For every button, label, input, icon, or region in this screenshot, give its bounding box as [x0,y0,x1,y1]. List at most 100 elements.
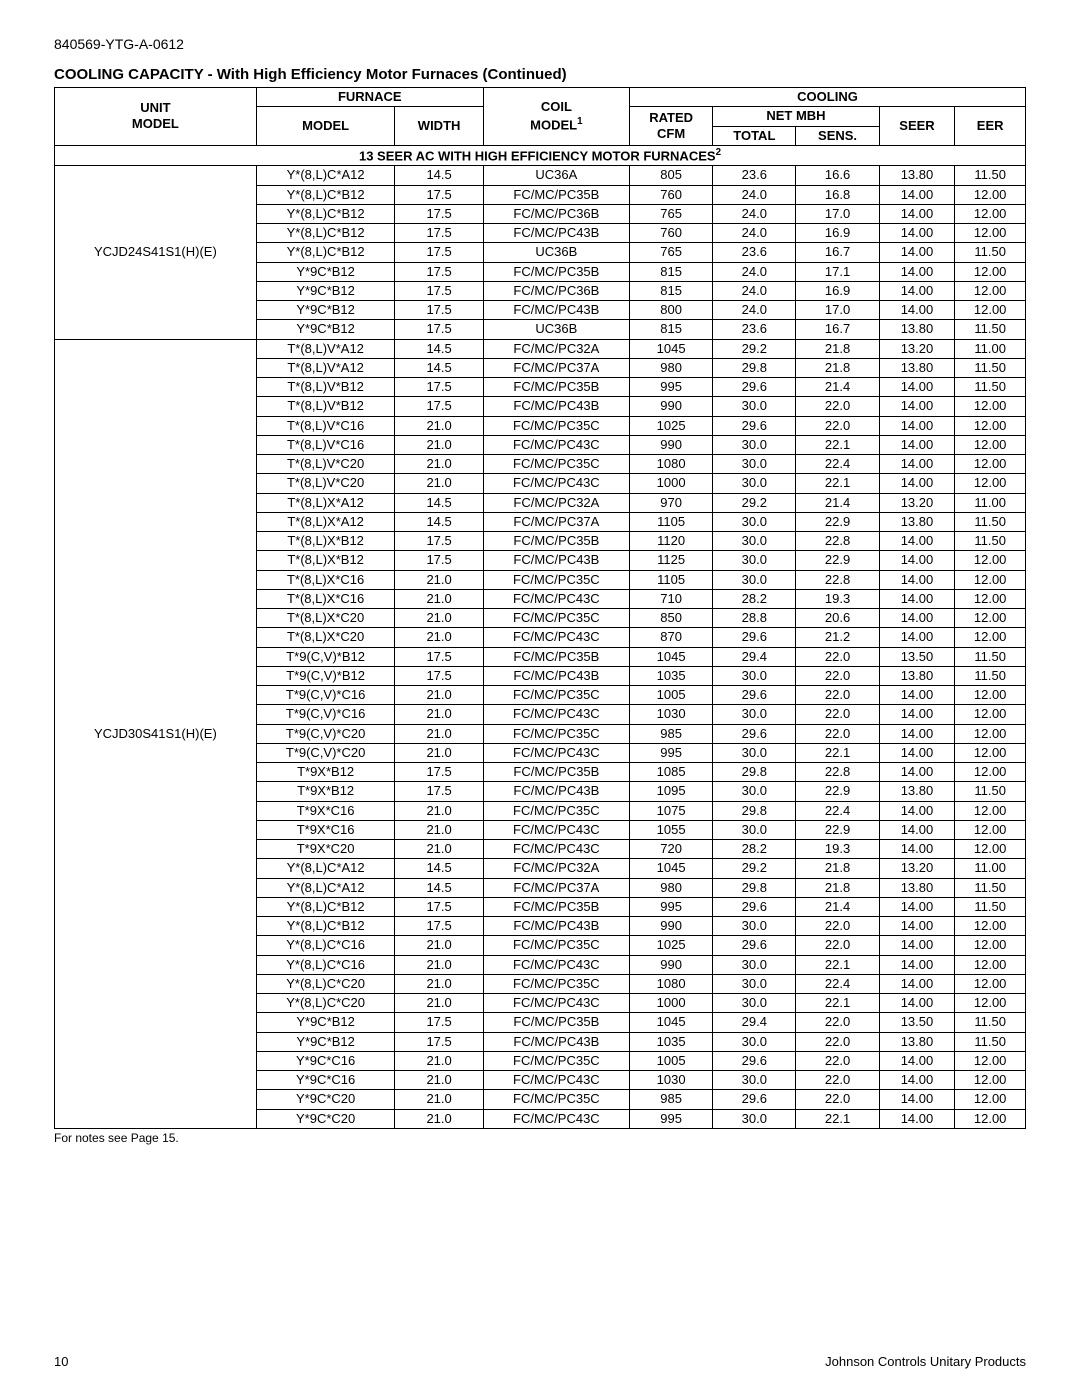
data-cell: 28.2 [713,589,796,608]
data-cell: 29.6 [713,378,796,397]
data-cell: 995 [630,897,713,916]
data-cell: 1105 [630,512,713,531]
data-cell: 21.0 [395,589,483,608]
data-cell: 21.0 [395,974,483,993]
data-cell: FC/MC/PC43C [483,820,629,839]
data-cell: 1030 [630,1071,713,1090]
data-cell: T*(8,L)V*C20 [256,474,395,493]
data-cell: Y*(8,L)C*B12 [256,224,395,243]
data-cell: 14.5 [395,339,483,358]
data-cell: 14.5 [395,358,483,377]
data-cell: 12.00 [955,994,1026,1013]
data-cell: 22.0 [796,724,879,743]
data-cell: 13.80 [879,320,955,339]
data-cell: T*(8,L)V*C16 [256,435,395,454]
data-cell: 24.0 [713,204,796,223]
data-cell: 14.00 [879,936,955,955]
data-cell: 13.20 [879,859,955,878]
data-cell: 30.0 [713,435,796,454]
data-cell: 12.00 [955,185,1026,204]
data-cell: 16.8 [796,185,879,204]
hdr-seer: SEER [879,107,955,146]
data-cell: 29.8 [713,358,796,377]
data-cell: 17.5 [395,204,483,223]
data-cell: Y*9C*C20 [256,1109,395,1128]
page-footer: 10 Johnson Controls Unitary Products [54,1354,1026,1369]
data-cell: 12.00 [955,1051,1026,1070]
data-cell: 21.0 [395,609,483,628]
data-cell: 29.6 [713,897,796,916]
hdr-coil-model: COIL MODEL1 [483,88,629,146]
data-cell: Y*(8,L)C*B12 [256,185,395,204]
data-cell: 30.0 [713,570,796,589]
data-cell: T*(8,L)X*B12 [256,532,395,551]
data-cell: 11.50 [955,358,1026,377]
data-cell: 14.00 [879,1109,955,1128]
table-subhead: 13 SEER AC WITH HIGH EFFICIENCY MOTOR FU… [55,145,1026,166]
data-cell: 22.0 [796,1032,879,1051]
section-title: COOLING CAPACITY - With High Efficiency … [54,66,1026,83]
data-cell: 800 [630,301,713,320]
data-cell: 765 [630,243,713,262]
data-cell: 30.0 [713,397,796,416]
data-cell: 22.9 [796,820,879,839]
data-cell: FC/MC/PC32A [483,859,629,878]
data-cell: 12.00 [955,801,1026,820]
data-cell: 21.8 [796,878,879,897]
data-cell: 30.0 [713,455,796,474]
data-cell: 13.80 [879,166,955,185]
data-cell: 22.0 [796,917,879,936]
data-cell: 30.0 [713,994,796,1013]
data-cell: 12.00 [955,1109,1026,1128]
data-cell: FC/MC/PC35B [483,378,629,397]
data-cell: FC/MC/PC35C [483,455,629,474]
data-cell: FC/MC/PC43C [483,840,629,859]
data-cell: 11.50 [955,166,1026,185]
data-cell: 29.8 [713,763,796,782]
data-cell: 14.00 [879,455,955,474]
data-cell: Y*(8,L)C*B12 [256,897,395,916]
data-cell: 22.1 [796,1109,879,1128]
data-cell: 1005 [630,686,713,705]
data-cell: 14.00 [879,1090,955,1109]
data-cell: 30.0 [713,1032,796,1051]
data-cell: FC/MC/PC43C [483,628,629,647]
data-cell: 17.5 [395,897,483,916]
data-cell: Y*(8,L)C*C20 [256,974,395,993]
data-cell: 12.00 [955,455,1026,474]
data-cell: FC/MC/PC43C [483,743,629,762]
data-cell: 11.00 [955,859,1026,878]
data-cell: 30.0 [713,705,796,724]
data-cell: 13.50 [879,1013,955,1032]
data-cell: 29.6 [713,724,796,743]
data-cell: 17.5 [395,666,483,685]
hdr-sens: SENS. [796,126,879,145]
data-cell: 22.4 [796,974,879,993]
data-cell: Y*(8,L)C*A12 [256,878,395,897]
data-cell: 11.50 [955,897,1026,916]
data-cell: Y*9C*B12 [256,281,395,300]
data-cell: 1045 [630,1013,713,1032]
data-cell: 22.0 [796,416,879,435]
data-cell: FC/MC/PC35B [483,185,629,204]
data-cell: 21.2 [796,628,879,647]
data-cell: 970 [630,493,713,512]
data-cell: 14.00 [879,1051,955,1070]
data-cell: 990 [630,955,713,974]
data-cell: 17.5 [395,532,483,551]
data-cell: Y*9C*B12 [256,320,395,339]
data-cell: 14.00 [879,416,955,435]
data-cell: 29.2 [713,493,796,512]
data-cell: 14.00 [879,820,955,839]
data-cell: 21.0 [395,1109,483,1128]
data-cell: 17.5 [395,301,483,320]
data-cell: 14.00 [879,994,955,1013]
data-cell: 13.20 [879,493,955,512]
data-cell: 24.0 [713,224,796,243]
data-cell: FC/MC/PC43C [483,955,629,974]
data-cell: 14.00 [879,378,955,397]
data-cell: 12.00 [955,416,1026,435]
data-cell: 23.6 [713,166,796,185]
data-cell: 14.00 [879,301,955,320]
data-cell: T*9(C,V)*B12 [256,647,395,666]
